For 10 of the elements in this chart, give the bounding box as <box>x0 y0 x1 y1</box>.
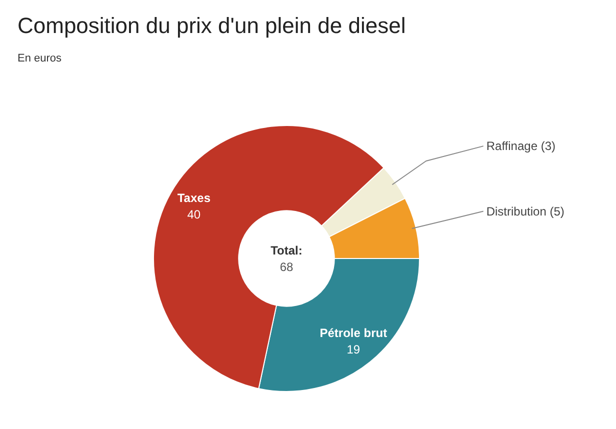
chart-title: Composition du prix d'un plein de diesel <box>18 13 406 38</box>
data-label: 19 <box>346 342 360 357</box>
data-label: 40 <box>187 208 201 222</box>
slice-label: Distribution (5) <box>486 204 564 218</box>
text: En euros <box>18 52 62 64</box>
slice-label: Raffinage (3) <box>486 139 556 154</box>
slice-label: Pétrole brut <box>320 326 388 340</box>
text: 68 <box>280 260 294 274</box>
text: Total: <box>270 244 302 258</box>
slice-label: Taxes <box>177 191 211 206</box>
